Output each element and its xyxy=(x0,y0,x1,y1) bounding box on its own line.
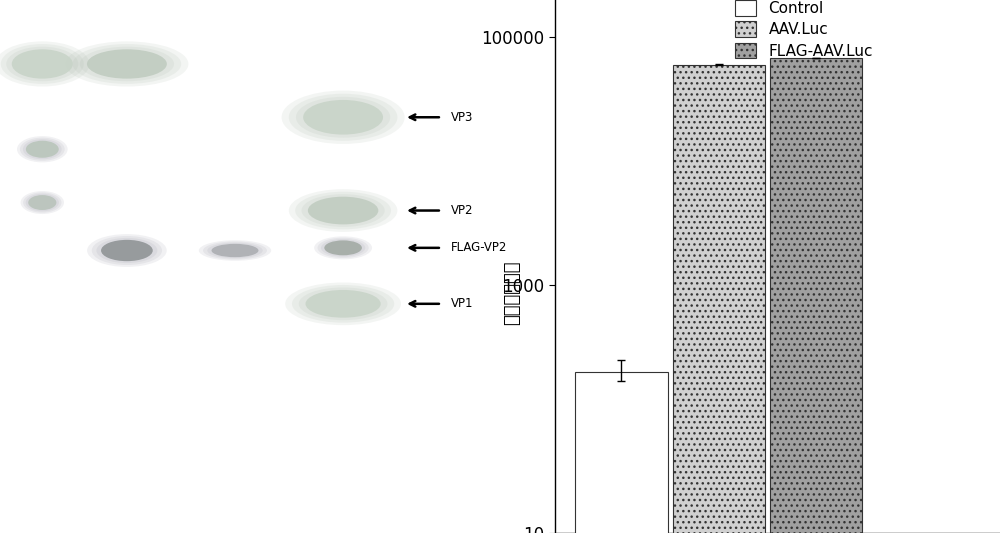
Ellipse shape xyxy=(289,94,397,141)
Ellipse shape xyxy=(1,44,84,84)
Ellipse shape xyxy=(23,139,62,159)
Ellipse shape xyxy=(6,47,78,81)
Bar xyxy=(575,372,668,533)
Ellipse shape xyxy=(96,238,157,263)
Ellipse shape xyxy=(303,100,383,134)
Text: 3: 3 xyxy=(338,13,348,31)
Ellipse shape xyxy=(87,49,167,78)
Ellipse shape xyxy=(80,47,174,81)
Ellipse shape xyxy=(23,192,61,213)
Ellipse shape xyxy=(17,136,68,163)
Ellipse shape xyxy=(65,42,188,86)
Text: 荚光素酶活性: 荚光素酶活性 xyxy=(504,261,522,326)
Ellipse shape xyxy=(87,234,167,267)
Ellipse shape xyxy=(28,195,56,210)
Ellipse shape xyxy=(20,138,65,161)
Ellipse shape xyxy=(92,236,162,265)
Ellipse shape xyxy=(101,240,153,261)
Ellipse shape xyxy=(295,192,391,229)
Ellipse shape xyxy=(324,240,362,255)
Ellipse shape xyxy=(26,141,59,158)
Ellipse shape xyxy=(318,238,369,258)
Ellipse shape xyxy=(26,193,59,212)
Text: 1: 1 xyxy=(122,13,132,31)
Ellipse shape xyxy=(299,287,387,320)
Ellipse shape xyxy=(314,236,372,260)
Bar xyxy=(770,58,862,533)
Text: FLAG-VP2: FLAG-VP2 xyxy=(451,241,508,254)
Ellipse shape xyxy=(296,97,390,138)
Ellipse shape xyxy=(199,240,271,261)
Ellipse shape xyxy=(282,91,405,144)
Ellipse shape xyxy=(302,194,385,227)
Ellipse shape xyxy=(308,197,378,224)
Ellipse shape xyxy=(21,191,64,214)
Ellipse shape xyxy=(285,282,401,325)
Bar xyxy=(673,65,765,533)
Legend: Control, AAV.Luc, FLAG-AAV.Luc: Control, AAV.Luc, FLAG-AAV.Luc xyxy=(732,0,876,62)
Ellipse shape xyxy=(321,239,365,257)
Ellipse shape xyxy=(203,241,267,260)
Ellipse shape xyxy=(212,244,259,257)
Text: M: M xyxy=(35,13,49,31)
Ellipse shape xyxy=(289,189,397,232)
Ellipse shape xyxy=(73,44,181,84)
Ellipse shape xyxy=(292,285,394,322)
Text: VP1: VP1 xyxy=(451,297,474,310)
Text: VP2: VP2 xyxy=(451,204,474,217)
Text: VP3: VP3 xyxy=(451,111,474,124)
Text: 2: 2 xyxy=(230,13,240,31)
Ellipse shape xyxy=(306,290,381,318)
Ellipse shape xyxy=(207,243,263,259)
Ellipse shape xyxy=(0,42,89,86)
Ellipse shape xyxy=(12,49,73,78)
